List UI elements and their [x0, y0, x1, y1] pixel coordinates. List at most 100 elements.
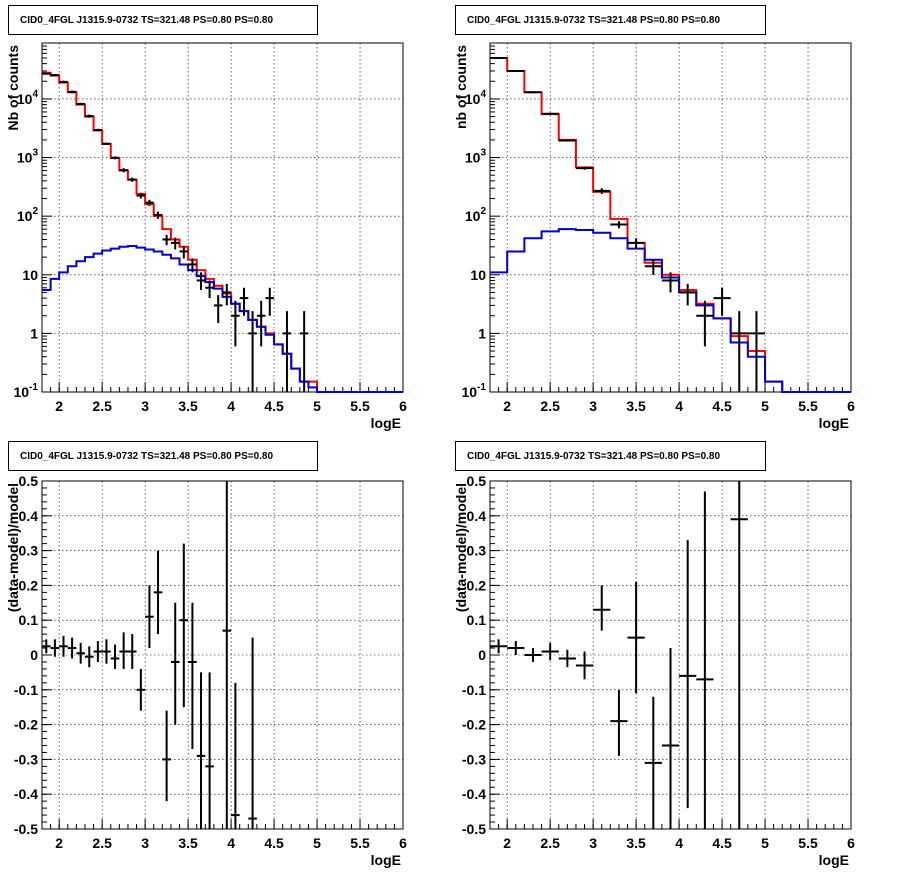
data-point	[696, 491, 714, 829]
data-point	[42, 72, 51, 75]
data-point	[110, 644, 120, 669]
x-tick-label: 2.5	[540, 398, 560, 414]
x-tick-label: 6	[399, 835, 407, 851]
data-point	[153, 211, 163, 219]
data-point	[213, 295, 223, 324]
data-point	[610, 221, 628, 229]
data-point	[76, 102, 85, 106]
series-component-step	[42, 244, 403, 393]
x-tick-label: 6	[847, 835, 855, 851]
y-axis-title: (data-model)/model	[5, 483, 21, 612]
chart-title-box: CID0_4FGL J1315.9-0732 TS=321.48 PS=0.80…	[455, 441, 766, 471]
data-layer	[490, 56, 851, 393]
data-point	[490, 56, 508, 60]
y-tick-label: -0.4	[462, 786, 486, 802]
data-point	[248, 311, 257, 392]
y-tick-label: 0	[478, 647, 486, 663]
data-point	[256, 300, 266, 347]
data-point	[145, 585, 154, 649]
chart-panel-bottom-right: CID0_4FGL J1315.9-0732 TS=321.48 PS=0.80…	[453, 441, 855, 868]
data-point	[127, 177, 137, 182]
data-point	[299, 311, 309, 392]
x-tick-label: 3.5	[626, 398, 646, 414]
data-point	[205, 280, 214, 299]
data-point	[575, 166, 594, 170]
data-point	[747, 311, 766, 392]
x-tick-label: 4.5	[264, 835, 284, 851]
data-point	[713, 287, 731, 316]
y-axis-title: Nb of counts	[5, 45, 21, 131]
y-tick-label: -0.5	[14, 821, 38, 837]
data-point	[119, 168, 128, 173]
chart-panel-top-left: CID0_4FGL J1315.9-0732 TS=321.48 PS=0.80…	[5, 5, 407, 431]
y-tick-label: 0.1	[19, 612, 39, 628]
data-point	[644, 259, 662, 275]
data-point	[119, 632, 128, 669]
data-point	[84, 114, 94, 118]
x-tick-label: 2.5	[540, 835, 560, 851]
data-point	[490, 639, 508, 654]
x-tick-label: 5	[313, 398, 321, 414]
data-point	[730, 311, 748, 392]
data-point	[265, 287, 275, 316]
data-point	[507, 641, 525, 655]
data-point	[50, 74, 60, 77]
data-point	[231, 682, 240, 829]
x-tick-label: 5.5	[798, 835, 818, 851]
x-tick-label: 4.5	[264, 398, 284, 414]
x-tick-label: 2	[503, 835, 511, 851]
y-tick-label: 104	[17, 89, 39, 107]
data-layer	[42, 71, 403, 393]
plot-frame	[489, 42, 852, 393]
data-point	[93, 128, 103, 132]
data-point	[661, 272, 680, 293]
x-tick-label: 3	[141, 835, 149, 851]
x-tick-label: 4	[227, 835, 235, 851]
y-tick-label: -0.2	[462, 717, 486, 733]
chart-panel-top-right: CID0_4FGL J1315.9-0732 TS=321.48 PS=0.80…	[453, 5, 855, 431]
data-point	[558, 649, 576, 668]
data-point	[136, 668, 146, 711]
data-point	[239, 287, 249, 316]
y-tick-label: 0.4	[467, 508, 487, 524]
y-tick-label: -0.5	[462, 821, 486, 837]
data-point	[102, 142, 111, 145]
data-point	[575, 651, 594, 680]
data-point	[93, 641, 103, 662]
x-tick-label: 6	[847, 398, 855, 414]
x-tick-label: 5.5	[798, 398, 818, 414]
data-point	[179, 543, 189, 708]
data-point	[110, 156, 120, 160]
chart-title-box: CID0_4FGL J1315.9-0732 TS=321.48 PS=0.80…	[8, 5, 318, 35]
data-point	[67, 90, 77, 94]
data-point	[170, 602, 180, 725]
y-tick-label: 0	[30, 647, 38, 663]
data-point	[644, 696, 662, 829]
data-point	[679, 540, 697, 809]
data-point	[541, 642, 559, 661]
x-tick-label: 4.5	[712, 398, 732, 414]
y-tick-label: -0.4	[14, 786, 38, 802]
data-point	[162, 234, 171, 246]
x-tick-label: 4	[675, 398, 683, 414]
data-point	[730, 481, 748, 829]
data-point	[205, 672, 214, 829]
data-point	[679, 283, 697, 306]
data-point	[541, 112, 559, 115]
data-point	[222, 283, 232, 306]
chart-title: CID0_4FGL J1315.9-0732 TS=321.48 PS=0.80…	[467, 451, 720, 462]
chart-title-box: CID0_4FGL J1315.9-0732 TS=321.48 PS=0.80…	[8, 441, 318, 471]
y-tick-label: 10-1	[462, 382, 487, 400]
y-tick-label: 0.3	[467, 543, 487, 559]
x-tick-label: 2.5	[92, 835, 112, 851]
data-point	[59, 635, 68, 657]
data-point	[282, 311, 292, 392]
data-point	[145, 199, 154, 206]
x-tick-label: 2	[55, 835, 63, 851]
data-point	[136, 192, 146, 199]
data-point	[231, 300, 240, 347]
data-point	[50, 639, 60, 657]
data-layer	[490, 481, 748, 829]
data-point	[558, 139, 576, 142]
